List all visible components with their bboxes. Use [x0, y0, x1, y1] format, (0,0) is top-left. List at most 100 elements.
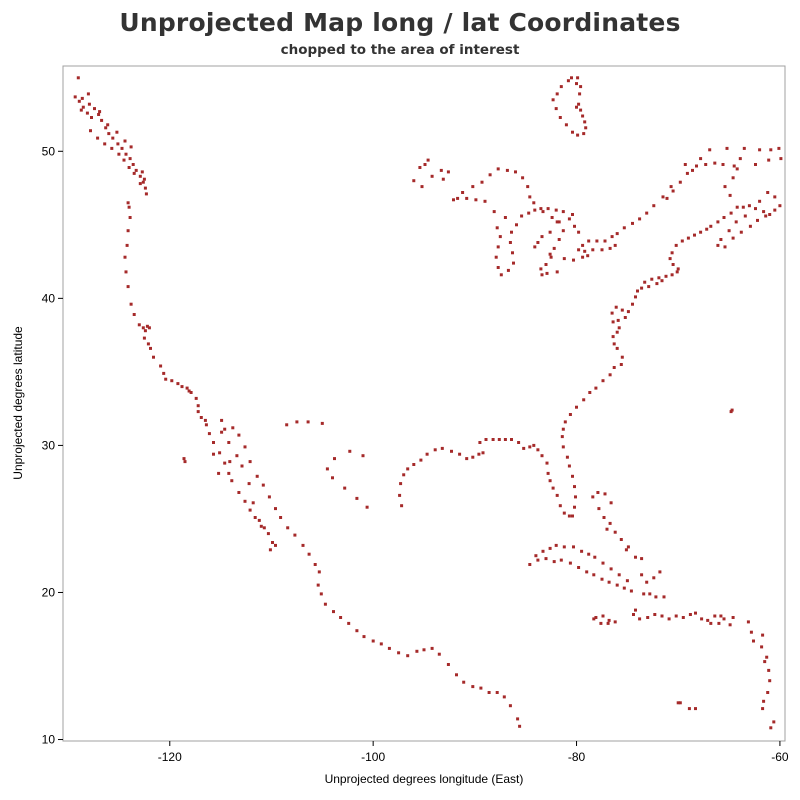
data-point	[552, 560, 556, 564]
data-point	[131, 163, 135, 166]
data-point	[675, 270, 679, 274]
data-point	[640, 573, 644, 577]
data-point	[89, 129, 92, 133]
data-point	[603, 239, 607, 243]
data-point	[626, 310, 630, 314]
data-point	[584, 126, 588, 130]
data-point	[607, 580, 611, 584]
data-point	[162, 371, 166, 375]
data-point	[185, 386, 189, 390]
data-point	[617, 326, 621, 330]
data-point	[678, 701, 682, 705]
data-point	[581, 114, 585, 118]
data-point	[624, 548, 628, 552]
data-point	[478, 441, 482, 444]
data-point	[567, 217, 571, 221]
data-point	[671, 189, 675, 193]
data-point	[104, 126, 108, 130]
data-point	[676, 701, 680, 705]
data-point	[563, 420, 567, 424]
data-point	[274, 507, 277, 511]
data-point	[768, 679, 772, 683]
data-point	[204, 423, 208, 427]
data-point	[548, 546, 552, 550]
data-point	[331, 476, 334, 480]
data-point	[128, 216, 132, 219]
data-point	[658, 570, 662, 574]
data-point	[456, 196, 460, 200]
data-point	[631, 221, 634, 225]
data-point	[220, 418, 224, 422]
data-point	[518, 724, 522, 728]
data-point	[496, 245, 500, 249]
data-point	[601, 614, 605, 618]
data-point	[678, 180, 682, 184]
data-point	[611, 335, 615, 339]
data-point	[756, 218, 759, 222]
data-point	[515, 223, 518, 227]
data-point	[183, 460, 187, 464]
data-point	[586, 254, 590, 258]
data-point	[126, 285, 130, 289]
data-point	[739, 230, 743, 234]
data-point	[616, 318, 620, 322]
data-point	[758, 199, 762, 203]
data-point	[561, 210, 565, 214]
data-point	[761, 633, 765, 637]
data-point	[257, 518, 261, 522]
data-point	[657, 276, 661, 280]
data-point	[742, 146, 746, 150]
data-point	[606, 621, 610, 625]
data-point	[223, 461, 227, 465]
data-point	[134, 168, 138, 172]
data-point	[419, 458, 423, 462]
x-axis-label: Unprojected degrees longitude (East)	[325, 772, 524, 786]
data-point	[528, 195, 532, 199]
data-point	[142, 177, 146, 181]
data-point	[709, 621, 713, 625]
data-point	[248, 508, 252, 512]
data-point	[551, 98, 555, 102]
data-point	[406, 467, 410, 471]
data-point	[107, 132, 111, 136]
data-point	[548, 252, 552, 256]
data-point	[387, 646, 391, 650]
data-point	[734, 220, 738, 224]
data-point	[124, 152, 128, 156]
data-point	[546, 207, 550, 211]
data-point	[452, 198, 455, 202]
data-point	[766, 691, 770, 694]
data-point	[527, 211, 531, 215]
data-point	[262, 526, 266, 530]
data-point	[754, 163, 757, 166]
data-point	[526, 185, 530, 189]
data-point	[575, 405, 578, 409]
data-point	[568, 561, 572, 565]
data-point	[754, 207, 757, 211]
data-point	[727, 229, 731, 233]
data-point	[496, 167, 500, 171]
data-point	[725, 146, 729, 150]
x-tick-label: -120	[158, 750, 182, 764]
data-point	[423, 163, 427, 166]
data-point	[568, 413, 572, 416]
data-point	[323, 602, 327, 606]
data-point	[77, 99, 81, 103]
data-point	[766, 191, 770, 194]
data-point	[640, 557, 644, 561]
data-point	[732, 164, 736, 168]
data-point	[779, 157, 783, 161]
data-point	[685, 171, 689, 175]
data-point	[694, 611, 697, 615]
data-point	[439, 168, 443, 172]
data-point	[471, 685, 475, 689]
data-point	[545, 461, 549, 465]
data-point	[412, 179, 416, 183]
data-point	[122, 158, 126, 162]
y-tick-label: 50	[42, 144, 56, 158]
x-tick-label: -80	[568, 750, 586, 764]
x-tick-label: -100	[361, 750, 385, 764]
data-point	[152, 355, 155, 359]
data-point	[608, 373, 612, 377]
data-point	[592, 573, 596, 577]
